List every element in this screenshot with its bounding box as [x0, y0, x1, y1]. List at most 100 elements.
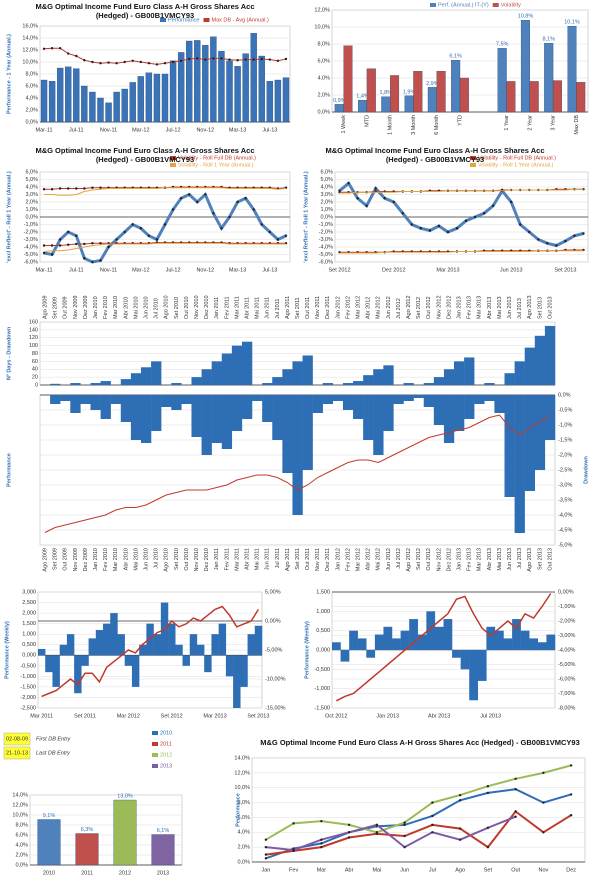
x-tick-label: Dez 2012	[446, 548, 452, 572]
area-column	[153, 634, 162, 656]
marker	[42, 251, 46, 255]
bar	[40, 79, 48, 123]
marker	[252, 58, 255, 61]
x-tick-label: 1 Year	[504, 115, 510, 131]
area-column	[332, 395, 344, 401]
marker	[537, 238, 540, 241]
bar	[75, 833, 99, 866]
marker	[347, 182, 350, 185]
marker	[473, 215, 477, 219]
area-column	[484, 383, 495, 385]
legend-label: Volatility - Roll Full DB (Annual.)	[478, 155, 556, 161]
marker	[187, 57, 191, 61]
area-column	[131, 655, 140, 687]
line	[335, 593, 552, 702]
line	[339, 188, 584, 194]
bar	[129, 82, 136, 123]
marker	[458, 799, 462, 802]
annotation-date: 02-08-09	[6, 736, 28, 742]
x-tick-label: Jun 2010	[143, 296, 149, 319]
x-tick-label: Dez 2012	[382, 267, 406, 273]
marker	[431, 831, 434, 834]
x-tick-label: Mar-13	[229, 267, 246, 273]
x-tick-label: Set 2011	[74, 713, 96, 719]
x-tick-label: Mar 2013	[477, 548, 483, 571]
area-column	[38, 648, 46, 656]
legend-label: Volatility - Roll 1 Year (Annual.)	[478, 162, 554, 168]
x-tick-label: Jan 2013	[457, 548, 463, 571]
bar	[274, 79, 282, 123]
area-column	[181, 395, 192, 404]
x-tick-label: Out 2009	[63, 548, 69, 571]
y-tick-label: -4,0%	[24, 244, 38, 250]
x-tick-label: Mar 2011	[234, 548, 240, 571]
x-tick-label: Jul 2011	[275, 548, 281, 568]
area-column	[110, 395, 121, 404]
bar	[161, 73, 169, 123]
area-column	[503, 638, 513, 650]
legend-swatch	[492, 3, 499, 7]
y-tick-label: 6,0%	[320, 169, 333, 175]
line	[44, 187, 287, 196]
area-column	[233, 655, 241, 708]
marker	[115, 62, 118, 65]
area-column	[417, 634, 427, 650]
y-tick-label: -1,0%	[24, 222, 38, 228]
y-tick-label: 80	[32, 351, 38, 357]
marker	[264, 853, 268, 856]
bar	[343, 45, 353, 113]
area-column	[520, 630, 530, 650]
area-column	[434, 626, 444, 650]
y-tick-label: 4,0%	[25, 95, 38, 101]
area-column	[124, 655, 133, 666]
marker	[528, 230, 531, 234]
legend-label: 2010	[160, 730, 172, 736]
x-tick-label: Jan 2010	[93, 296, 99, 319]
line	[339, 250, 584, 254]
y-axis-label: Performance (Weekly)	[304, 621, 310, 679]
y-tick-label: 8,0%	[15, 822, 28, 828]
marker	[91, 260, 94, 264]
marker	[212, 212, 215, 215]
marker	[347, 831, 351, 834]
x-tick-label: Fev	[289, 867, 298, 873]
x-tick-label: Nov 2009	[73, 295, 79, 319]
marker	[491, 204, 495, 207]
area-column	[514, 361, 525, 385]
x-tick-label: Jul 2011	[275, 299, 281, 319]
x-tick-label: Out 2012	[426, 548, 432, 571]
marker	[83, 242, 86, 246]
y-tick-label: 5,0%	[25, 177, 38, 183]
marker	[403, 823, 406, 827]
y-tick-label: -1,000	[20, 674, 36, 680]
area-column	[403, 395, 414, 401]
y2-tick-label: -15,00%	[265, 705, 286, 711]
marker	[260, 223, 263, 226]
marker	[50, 244, 54, 247]
marker	[320, 838, 323, 841]
bar	[226, 60, 233, 123]
area-column	[464, 357, 475, 385]
x-tick-label: Jun 2013	[507, 296, 513, 319]
x-tick-label: Ago	[455, 867, 465, 873]
y-tick-label: 2,0%	[25, 107, 38, 113]
x-tick-label: Ago 2013	[527, 548, 533, 572]
marker	[320, 845, 323, 849]
bar	[544, 43, 554, 113]
marker	[244, 58, 247, 61]
legend-label: Perf. (Annual.) IT-(Y)	[438, 2, 489, 8]
x-tick-label: Jun	[400, 867, 409, 873]
x-tick-label: Mar 2012	[356, 548, 362, 571]
area-column	[211, 395, 222, 443]
marker	[374, 187, 377, 190]
x-tick-label: Set 2010	[174, 548, 180, 570]
bar	[113, 91, 120, 123]
area-column	[201, 395, 212, 455]
marker	[99, 242, 102, 245]
y-tick-label: 2,0%	[237, 845, 250, 851]
y2-axis-label: Drawdown	[583, 455, 589, 483]
x-tick-label: Ago 2011	[285, 548, 291, 571]
x-tick-label: Ago 2010	[164, 295, 170, 319]
bar	[258, 55, 265, 123]
